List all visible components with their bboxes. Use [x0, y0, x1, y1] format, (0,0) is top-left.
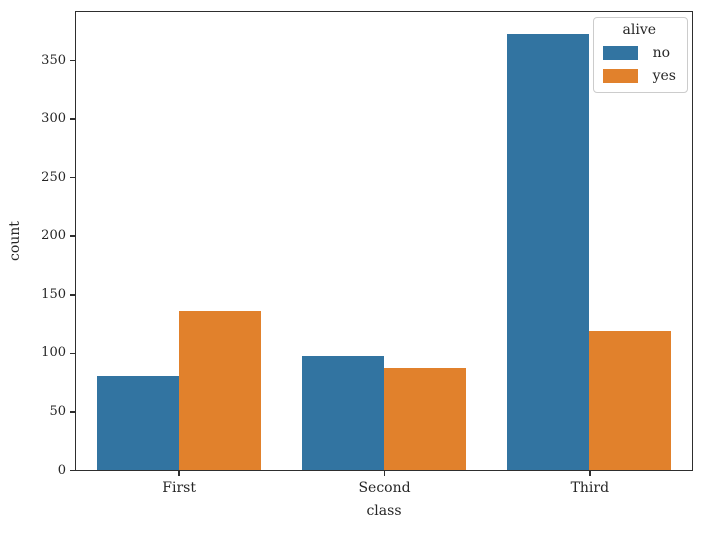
y-tick-label: 200: [41, 228, 66, 244]
y-tick-mark: [70, 59, 75, 62]
x-tick-label: Third: [570, 480, 610, 496]
y-tick-mark: [70, 294, 75, 296]
legend-row-no: no: [602, 45, 676, 61]
bar-no-third: [507, 34, 590, 470]
legend-title: alive: [622, 22, 657, 38]
bar-no-first: [96, 376, 179, 470]
x-axis-label: class: [366, 503, 402, 519]
y-tick-mark: [70, 411, 75, 413]
legend-swatch-no: [602, 46, 638, 60]
y-tick-label: 0: [57, 462, 66, 478]
legend-swatch-yes: [602, 69, 638, 83]
y-tick-mark: [70, 469, 75, 472]
y-tick-mark: [70, 118, 75, 120]
y-tick-label: 50: [49, 403, 66, 419]
x-tick-mark: [589, 471, 591, 476]
legend-row-yes: yes: [602, 68, 676, 84]
bar-no-second: [301, 356, 384, 470]
bar-yes-second: [384, 368, 467, 470]
y-tick-mark: [70, 352, 75, 355]
legend: alive no yes: [592, 17, 688, 93]
x-tick-mark: [178, 471, 180, 476]
y-tick-label: 350: [41, 52, 66, 68]
y-tick-mark: [70, 235, 75, 237]
x-tick-label: Second: [358, 480, 411, 496]
legend-label-no: no: [652, 45, 671, 61]
plot-area: alive no yes: [75, 11, 693, 471]
legend-label-yes: yes: [652, 68, 676, 84]
y-tick-label: 100: [41, 345, 66, 361]
legend-items: no yes: [602, 45, 676, 84]
bar-yes-third: [589, 330, 672, 470]
x-tick-label: First: [162, 480, 196, 496]
x-tick-mark: [383, 471, 386, 476]
y-tick-label: 300: [41, 111, 66, 127]
y-tick-label: 250: [41, 169, 66, 185]
y-tick-mark: [70, 176, 75, 179]
y-tick-label: 150: [41, 286, 66, 302]
bar-yes-first: [178, 310, 261, 470]
